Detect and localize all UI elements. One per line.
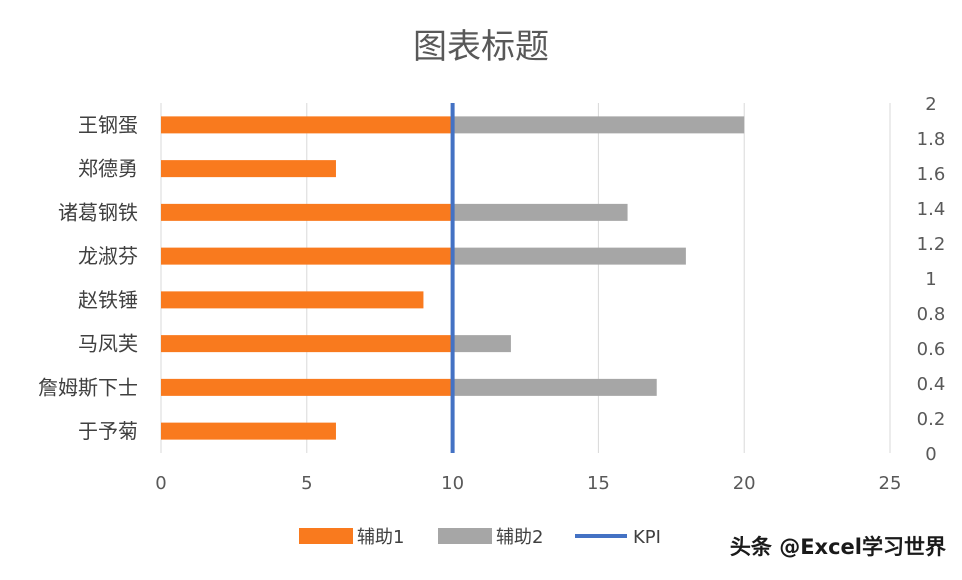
legend-label: KPI: [633, 527, 661, 548]
bar-series-2: [452, 203, 628, 221]
legend-label: 辅助2: [496, 527, 543, 548]
y2-tick-label: 1.4: [917, 199, 946, 220]
y2-tick-label: 1.2: [917, 234, 946, 255]
bar-series-2: [452, 335, 511, 353]
category-label: 龙淑芬: [78, 244, 138, 268]
x-tick-label: 20: [733, 473, 756, 494]
bar-series-1: [161, 160, 336, 178]
category-label: 郑德勇: [78, 157, 138, 181]
category-label: 诸葛钢铁: [58, 200, 138, 224]
x-tick-label: 5: [301, 473, 312, 494]
bar-series-1: [161, 247, 453, 265]
category-label: 詹姆斯下士: [38, 375, 138, 399]
y2-tick-label: 0.4: [917, 374, 946, 395]
watermark-text: 头条 @Excel学习世界: [730, 535, 946, 559]
bar-series-1: [161, 422, 336, 440]
category-label: 于予菊: [78, 419, 138, 443]
legend-swatch-series-1: [299, 528, 353, 544]
bar-series-1: [161, 203, 453, 221]
y2-tick-label: 0.8: [917, 304, 946, 325]
bar-series-1: [161, 291, 424, 309]
y2-tick-label: 1.6: [917, 164, 946, 185]
x-tick-label: 15: [587, 473, 610, 494]
category-label: 马凤芙: [78, 332, 138, 356]
x-tick-label: 25: [879, 473, 902, 494]
bar-series-2: [452, 116, 745, 134]
category-label: 赵铁锤: [78, 288, 138, 312]
bar-series-1: [161, 335, 453, 353]
bar-series-2: [452, 247, 686, 265]
y2-tick-label: 2: [925, 94, 936, 115]
category-label: 王钢蛋: [78, 113, 138, 137]
bar-series-2: [452, 378, 657, 396]
y2-tick-label: 1: [925, 269, 936, 290]
y2-tick-label: 0: [925, 444, 936, 465]
bar-series-1: [161, 378, 453, 396]
chart-title: 图表标题: [413, 27, 549, 67]
bar-series-1: [161, 116, 453, 134]
y2-tick-label: 0.6: [917, 339, 946, 360]
x-tick-label: 0: [155, 473, 166, 494]
legend-swatch-series-2: [438, 528, 492, 544]
y2-tick-label: 1.8: [917, 129, 946, 150]
x-tick-label: 10: [441, 473, 464, 494]
y2-tick-label: 0.2: [917, 409, 946, 430]
legend-label: 辅助1: [357, 527, 404, 548]
